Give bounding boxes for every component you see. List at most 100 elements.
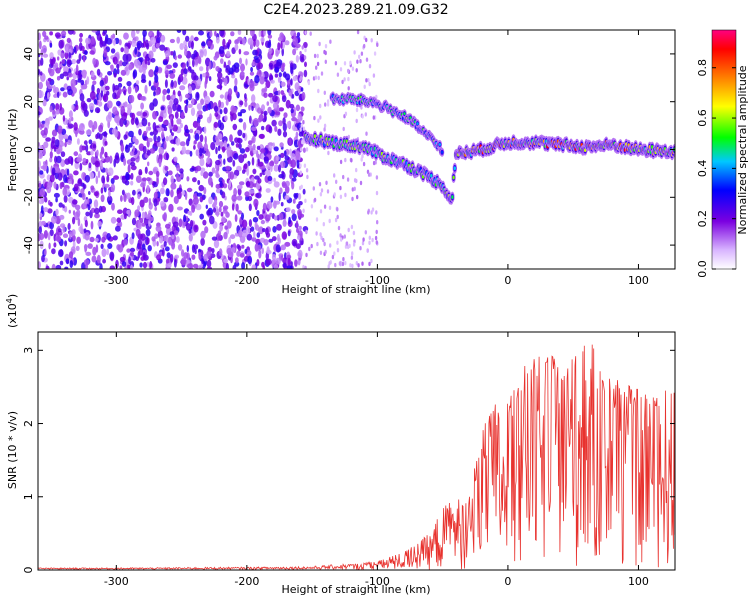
faint-speckle <box>328 261 331 266</box>
noise-blob <box>206 157 211 165</box>
noise-blob <box>278 212 284 221</box>
noise-blob <box>178 218 183 228</box>
noise-blob <box>176 36 180 44</box>
faint-speckle <box>362 237 365 242</box>
noise-blob <box>83 228 87 234</box>
noise-blob <box>88 162 92 169</box>
noise-blob <box>294 82 300 91</box>
noise-blob <box>230 247 236 253</box>
noise-blob <box>183 252 189 259</box>
noise-blob <box>277 42 281 51</box>
noise-blob <box>59 103 62 111</box>
noise-blob <box>51 129 58 137</box>
faint-speckle <box>312 76 316 81</box>
faint-speckle <box>302 208 305 213</box>
faint-speckle <box>299 170 302 175</box>
noise-blob <box>187 133 191 142</box>
faint-speckle <box>373 51 377 56</box>
noise-blob <box>194 139 197 145</box>
noise-blob <box>49 151 53 159</box>
noise-blob <box>196 103 203 111</box>
faint-speckle <box>313 53 317 59</box>
noise-blob <box>38 261 41 269</box>
noise-blob <box>237 129 243 137</box>
noise-blob <box>170 253 174 263</box>
noise-blob <box>290 159 297 169</box>
noise-blob <box>269 212 273 217</box>
colorbar-tick-label: 0.6 <box>696 109 709 127</box>
noise-blob <box>123 46 129 55</box>
noise-blob <box>165 223 171 229</box>
noise-blob <box>58 228 62 233</box>
faint-speckle <box>336 72 340 77</box>
faint-speckle <box>300 184 303 189</box>
noise-blob <box>135 228 141 237</box>
faint-speckle <box>347 86 350 91</box>
noise-blob <box>151 236 156 242</box>
faint-speckle <box>347 68 350 74</box>
noise-blob <box>264 86 268 93</box>
noise-blob <box>141 117 148 127</box>
faint-speckle <box>324 44 328 49</box>
noise-blob <box>172 62 178 68</box>
noise-blob <box>227 60 231 66</box>
noise-blob <box>122 61 127 67</box>
noise-blob <box>62 225 66 233</box>
noise-blob <box>38 160 41 169</box>
noise-blob <box>164 70 170 75</box>
noise-blob <box>159 235 164 244</box>
noise-blob <box>218 100 222 108</box>
noise-blob <box>99 79 105 87</box>
noise-blob <box>66 168 70 176</box>
noise-blob <box>179 85 186 91</box>
noise-blob <box>196 192 203 197</box>
faint-speckle <box>305 252 308 258</box>
noise-blob <box>158 146 165 155</box>
noise-blob <box>219 94 224 99</box>
noise-blob <box>47 232 51 241</box>
x-tick-label: 0 <box>504 274 511 287</box>
noise-blob <box>291 209 296 215</box>
faint-speckle <box>367 78 370 83</box>
faint-speckle <box>360 157 363 162</box>
faint-speckle <box>344 192 347 198</box>
noise-blob <box>252 217 259 223</box>
noise-blob <box>257 244 262 252</box>
noise-blob <box>180 111 185 119</box>
colorbar-tick-label: 0.2 <box>696 210 709 228</box>
noise-blob <box>109 265 115 269</box>
noise-blob <box>228 39 232 45</box>
noise-blob <box>253 55 259 60</box>
noise-blob <box>80 79 85 86</box>
noise-blob <box>153 168 158 173</box>
faint-speckle <box>314 75 318 80</box>
noise-blob <box>123 213 127 220</box>
noise-blob <box>89 172 95 180</box>
noise-blob <box>243 51 250 56</box>
noise-blob <box>246 180 251 188</box>
noise-blob <box>73 183 79 192</box>
noise-blob <box>64 240 68 247</box>
noise-blob <box>282 262 287 269</box>
faint-speckle <box>326 189 330 194</box>
noise-blob <box>131 39 137 48</box>
noise-blob <box>216 171 220 179</box>
noise-blob <box>278 120 283 127</box>
noise-blob <box>211 167 216 174</box>
noise-blob <box>142 67 146 75</box>
noise-blob <box>225 98 229 106</box>
noise-blob <box>132 136 137 143</box>
noise-blob <box>253 198 259 208</box>
noise-blob <box>292 36 299 46</box>
noise-blob <box>118 39 122 46</box>
noise-blob <box>226 146 232 153</box>
noise-blob <box>285 73 291 81</box>
track-core <box>416 122 419 125</box>
noise-blob <box>282 117 286 125</box>
faint-speckle <box>344 111 348 117</box>
noise-blob <box>218 200 224 208</box>
noise-blob <box>94 213 100 219</box>
noise-blob <box>219 109 223 115</box>
noise-blob <box>42 53 49 58</box>
noise-blob <box>225 64 231 71</box>
